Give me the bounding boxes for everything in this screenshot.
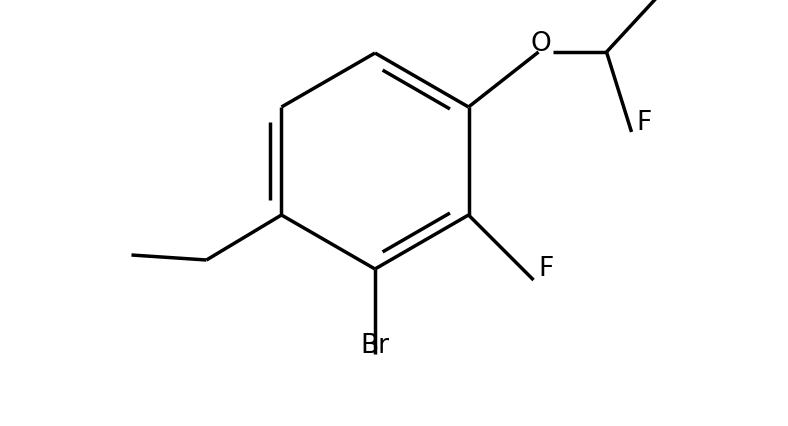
Text: Br: Br (360, 333, 389, 359)
Text: F: F (637, 110, 652, 136)
Text: O: O (530, 31, 551, 57)
Text: F: F (538, 256, 554, 282)
